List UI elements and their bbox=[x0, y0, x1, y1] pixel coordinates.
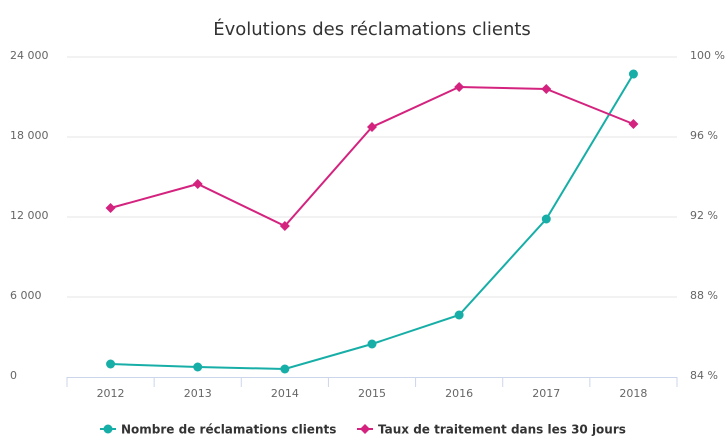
point bbox=[454, 310, 464, 320]
x-tick-label: 2018 bbox=[619, 387, 647, 400]
y-tick-label: 0 bbox=[10, 369, 17, 382]
series-line bbox=[110, 73, 635, 371]
y2-tick-label: 92 % bbox=[690, 209, 718, 222]
point bbox=[279, 221, 290, 231]
y-tick-label: 12 000 bbox=[10, 209, 49, 222]
y2-tick-label: 84 % bbox=[690, 369, 718, 382]
x-tick-label: 2012 bbox=[97, 387, 125, 400]
y2-tick-label: 96 % bbox=[690, 129, 718, 142]
x-tick-label: 2014 bbox=[271, 387, 299, 400]
point bbox=[193, 362, 203, 372]
point bbox=[106, 359, 116, 369]
point bbox=[628, 69, 638, 79]
point bbox=[367, 339, 377, 349]
point bbox=[454, 82, 465, 92]
y-tick-label: 24 000 bbox=[10, 49, 49, 62]
y-tick-label: 6 000 bbox=[10, 289, 42, 302]
legend-marker bbox=[103, 424, 113, 434]
y2-tick-label: 88 % bbox=[690, 289, 718, 302]
chart-title: Évolutions des réclamations clients bbox=[213, 18, 531, 40]
y-tick-label: 18 000 bbox=[10, 129, 49, 142]
legend-label: Taux de traitement dans les 30 jours bbox=[378, 423, 626, 437]
x-tick-label: 2016 bbox=[445, 387, 473, 400]
point bbox=[628, 119, 639, 129]
point bbox=[367, 122, 377, 132]
y2-tick-label: 100 % bbox=[690, 49, 725, 62]
x-tick-label: 2013 bbox=[184, 387, 212, 400]
legend-marker bbox=[360, 424, 370, 434]
point bbox=[541, 214, 551, 224]
point bbox=[541, 84, 552, 94]
x-tick-label: 2015 bbox=[358, 387, 386, 400]
legend-label: Nombre de réclamations clients bbox=[121, 423, 336, 437]
point bbox=[280, 364, 290, 374]
x-tick-label: 2017 bbox=[532, 387, 560, 400]
point bbox=[105, 203, 116, 213]
point bbox=[192, 179, 203, 189]
